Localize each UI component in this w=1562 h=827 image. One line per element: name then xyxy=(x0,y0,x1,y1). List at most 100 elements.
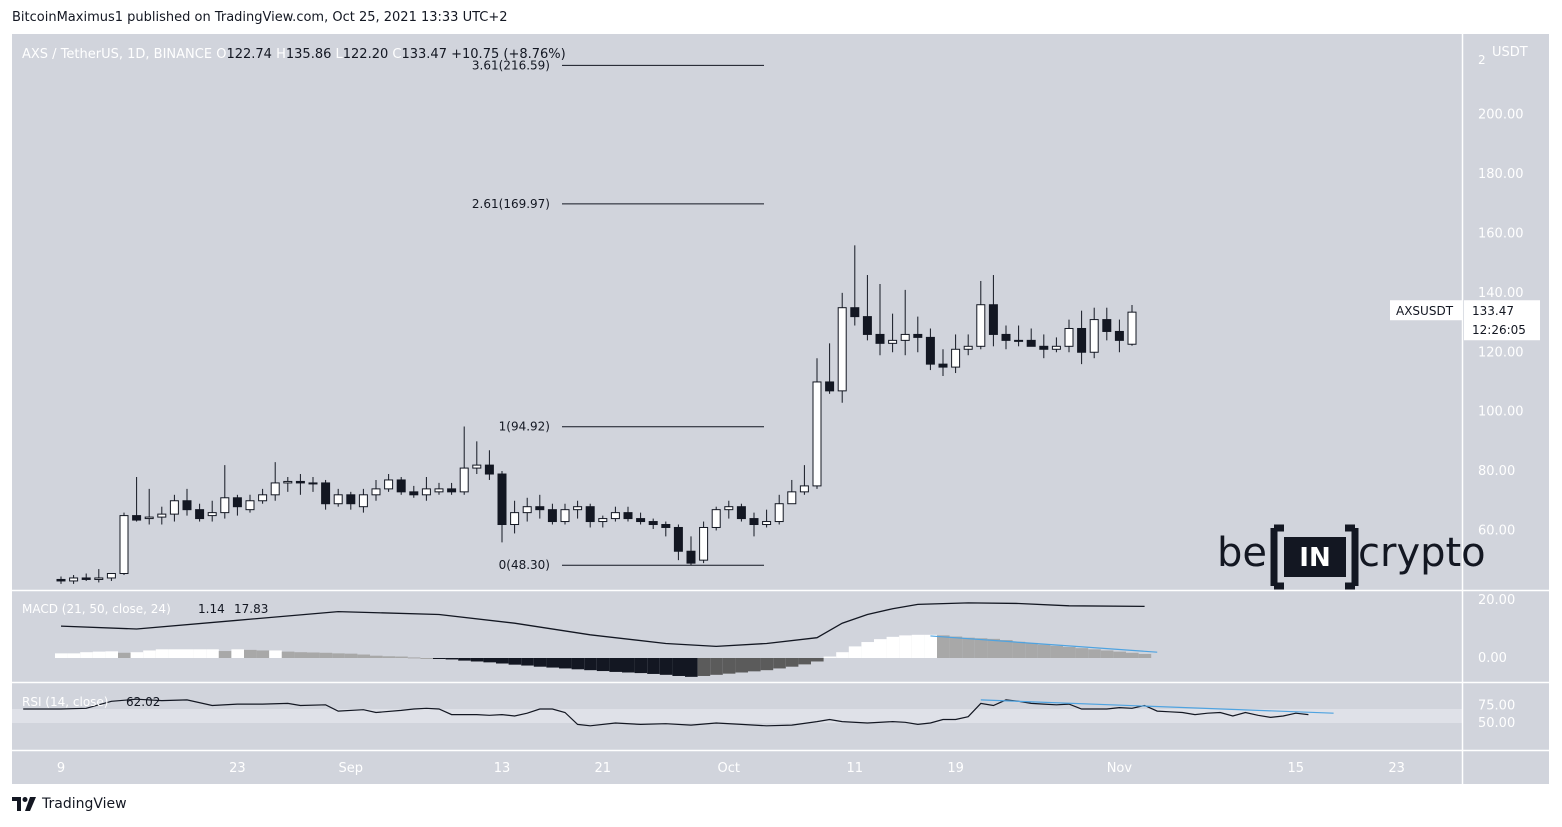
candle[interactable] xyxy=(106,573,116,579)
candle[interactable] xyxy=(283,480,293,484)
candle[interactable] xyxy=(157,513,167,518)
macd-value-2: 17.83 xyxy=(234,602,268,616)
candle[interactable] xyxy=(295,480,305,484)
candle[interactable] xyxy=(144,516,154,520)
macd-hist-bar xyxy=(697,658,711,676)
candle[interactable] xyxy=(421,488,431,496)
candle[interactable] xyxy=(232,497,242,508)
macd-hist-bar xyxy=(307,652,320,658)
candle[interactable] xyxy=(358,494,368,508)
chart-svg[interactable]: 3.61(216.59) 2.61(169.97) 1(94.92) 0(48.30)… xyxy=(12,34,1549,784)
candle[interactable] xyxy=(711,509,721,528)
candle[interactable] xyxy=(623,512,633,520)
candle[interactable] xyxy=(1039,345,1049,350)
candle[interactable] xyxy=(69,577,79,582)
candle[interactable] xyxy=(384,479,394,490)
candle[interactable] xyxy=(661,524,671,528)
candle[interactable] xyxy=(220,497,230,514)
candle[interactable] xyxy=(333,494,343,505)
candle[interactable] xyxy=(888,339,898,344)
candle[interactable] xyxy=(976,304,986,347)
candle[interactable] xyxy=(1051,345,1061,350)
candle[interactable] xyxy=(132,515,142,521)
macd-hist-bar xyxy=(622,658,635,673)
candle[interactable] xyxy=(1014,339,1024,342)
candle[interactable] xyxy=(1026,339,1036,347)
candle[interactable] xyxy=(484,464,494,475)
candle[interactable] xyxy=(774,503,784,523)
macd-hist-bar xyxy=(420,658,433,659)
candle[interactable] xyxy=(245,500,255,511)
candle[interactable] xyxy=(610,512,620,520)
price-scale-currency: USDT xyxy=(1492,45,1528,60)
candle[interactable] xyxy=(837,307,847,392)
candle[interactable] xyxy=(258,494,268,502)
candle[interactable] xyxy=(472,464,482,469)
candle[interactable] xyxy=(497,473,507,526)
candle[interactable] xyxy=(648,521,658,526)
candle[interactable] xyxy=(736,506,746,520)
candle[interactable] xyxy=(762,521,772,526)
candle[interactable] xyxy=(862,316,872,335)
chart-area[interactable]: 3.61(216.59) 2.61(169.97) 1(94.92) 0(48.30)… xyxy=(12,34,1549,784)
candle[interactable] xyxy=(585,506,595,523)
candle[interactable] xyxy=(195,509,205,520)
candle[interactable] xyxy=(81,577,91,580)
candle[interactable] xyxy=(459,467,469,493)
candle[interactable] xyxy=(547,509,557,523)
candle[interactable] xyxy=(799,485,809,493)
candle[interactable] xyxy=(699,526,709,561)
candle[interactable] xyxy=(522,506,532,514)
candle[interactable] xyxy=(825,381,835,392)
candle[interactable] xyxy=(812,381,822,487)
candle[interactable] xyxy=(94,577,104,580)
candle[interactable] xyxy=(56,578,66,582)
candle[interactable] xyxy=(510,512,520,526)
time-axis-tick: 23 xyxy=(229,761,246,776)
candle[interactable] xyxy=(308,482,318,485)
candle[interactable] xyxy=(598,518,608,523)
ticker-badge xyxy=(1390,300,1462,321)
candle[interactable] xyxy=(321,482,331,505)
candle[interactable] xyxy=(673,526,683,552)
candle[interactable] xyxy=(371,488,381,496)
candle[interactable] xyxy=(875,333,885,344)
candle[interactable] xyxy=(169,500,179,515)
candle[interactable] xyxy=(900,333,910,341)
candle[interactable] xyxy=(535,506,545,511)
candle[interactable] xyxy=(1114,330,1124,341)
candle[interactable] xyxy=(963,345,973,350)
candle[interactable] xyxy=(686,550,696,564)
candle[interactable] xyxy=(560,509,570,523)
candle[interactable] xyxy=(346,494,356,505)
candle[interactable] xyxy=(1089,319,1099,353)
candle[interactable] xyxy=(434,488,444,493)
candle[interactable] xyxy=(409,491,419,496)
candle[interactable] xyxy=(207,512,217,517)
candle[interactable] xyxy=(1077,327,1087,353)
candle[interactable] xyxy=(182,500,192,511)
candle[interactable] xyxy=(1127,311,1137,345)
candle[interactable] xyxy=(1064,327,1074,347)
time-axis-tick: 15 xyxy=(1288,761,1305,776)
candle[interactable] xyxy=(1001,333,1011,341)
candle[interactable] xyxy=(938,363,948,368)
tradingview-brand[interactable]: TradingView xyxy=(42,796,127,812)
price-pane[interactable] xyxy=(12,34,1462,590)
legend-change: +10.75 (+8.76%) xyxy=(451,47,566,62)
candle[interactable] xyxy=(787,491,797,505)
candle[interactable] xyxy=(749,518,759,526)
candle[interactable] xyxy=(636,518,646,523)
candle[interactable] xyxy=(850,307,860,318)
candle[interactable] xyxy=(270,482,280,496)
candle[interactable] xyxy=(988,304,998,335)
candle[interactable] xyxy=(913,333,923,338)
candle[interactable] xyxy=(573,506,583,511)
candle[interactable] xyxy=(1102,319,1112,332)
candle[interactable] xyxy=(396,479,406,493)
candle[interactable] xyxy=(447,488,457,493)
candle[interactable] xyxy=(724,506,734,511)
candle[interactable] xyxy=(925,336,935,365)
candle[interactable] xyxy=(119,515,129,575)
candle[interactable] xyxy=(951,348,961,368)
